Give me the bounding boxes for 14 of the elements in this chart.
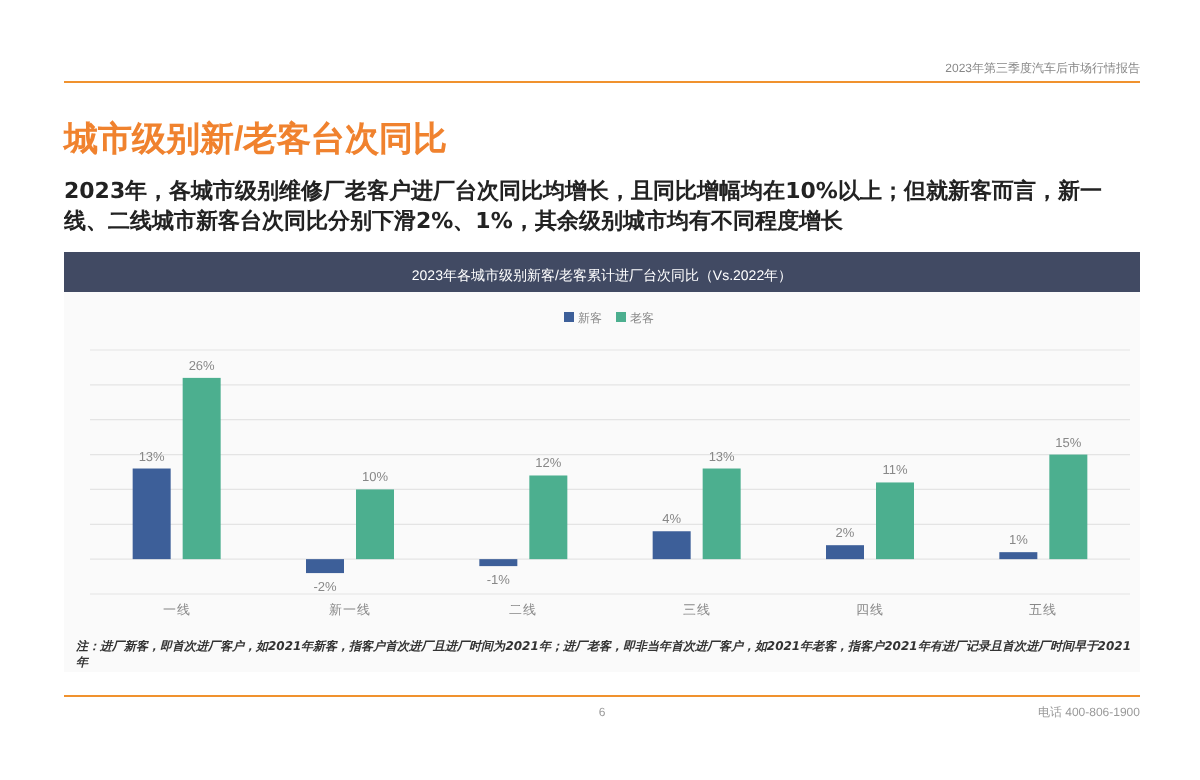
chart-title: 城市级别新/老客台次同比 xyxy=(62,120,448,158)
bar xyxy=(529,475,568,560)
bar xyxy=(826,545,864,560)
bar xyxy=(306,559,344,574)
bar xyxy=(132,468,171,560)
bar xyxy=(182,377,221,560)
chart-subtitle: 2023年，各城市级别维修厂老客户进厂台次同比均增长，且同比增幅均在10%以上；但就新客而言，新一线、二线城市新客台次同比分别下滑2%、1%，其余级别城市均有不同程度增长 xyxy=(64,176,1104,236)
bar xyxy=(356,489,394,560)
bar xyxy=(652,531,691,560)
bar xyxy=(876,482,914,560)
bar xyxy=(1049,454,1088,560)
bar xyxy=(702,468,741,560)
bar xyxy=(479,559,518,567)
bar xyxy=(999,552,1038,560)
